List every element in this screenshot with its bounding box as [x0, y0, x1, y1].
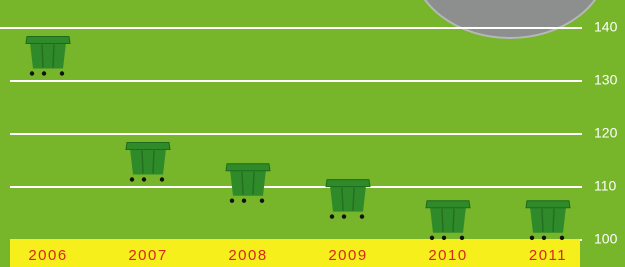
bin-body — [330, 186, 366, 212]
bin-body — [230, 170, 266, 196]
bin-wheel — [430, 236, 434, 240]
bin-wheel — [460, 236, 464, 240]
bin-lid — [426, 201, 470, 208]
y-tick-label: 130 — [594, 72, 618, 88]
bin-wheel — [442, 236, 446, 240]
bin-rib — [353, 188, 354, 211]
x-tick-label: 2008 — [228, 247, 267, 264]
bin-wheel — [42, 71, 46, 75]
bin-rib — [442, 209, 443, 232]
x-tick-label: 2011 — [529, 247, 567, 264]
bin-wheel — [542, 236, 546, 240]
bin-wheel — [60, 71, 64, 75]
bin-wheel — [242, 199, 246, 203]
bin-rib — [553, 209, 554, 232]
bin-rib — [253, 172, 254, 195]
y-tick-label: 100 — [594, 231, 618, 247]
bin-wheel — [142, 177, 146, 181]
chart: 100 110 120 130 140 2006 2007 2008 2009 2010 2011 — [0, 0, 625, 267]
y-tick-label: 110 — [594, 178, 617, 194]
bin-lid — [326, 180, 370, 187]
x-tick-label: 2006 — [28, 247, 67, 264]
bin-wheel — [342, 214, 346, 218]
bin-body — [30, 43, 66, 69]
bin-lid — [26, 37, 70, 44]
x-tick-label: 2010 — [428, 247, 467, 264]
bin-rib — [53, 45, 54, 68]
bin-wheel — [260, 199, 264, 203]
bin-body — [130, 149, 166, 175]
bin-rib — [242, 172, 243, 195]
bin-body — [530, 207, 566, 233]
bin-wheel — [330, 214, 334, 218]
x-tick-label: 2009 — [328, 247, 367, 264]
bin-wheel — [530, 236, 534, 240]
bin-wheel — [160, 177, 164, 181]
bin-wheel — [560, 236, 564, 240]
bin-lid — [226, 164, 270, 171]
bin-rib — [153, 151, 154, 174]
bin-wheel — [360, 214, 364, 218]
bin-rib — [42, 45, 43, 68]
bin-lid — [526, 201, 570, 208]
bin-rib — [142, 151, 143, 174]
y-tick-label: 120 — [594, 125, 618, 141]
bin-rib — [342, 188, 343, 211]
y-tick-label: 140 — [594, 19, 618, 35]
bin-rib — [453, 209, 454, 232]
bin-lid — [126, 143, 170, 150]
x-tick-label: 2007 — [128, 247, 167, 264]
bin-body — [430, 207, 466, 233]
bin-wheel — [30, 71, 34, 75]
bin-wheel — [230, 199, 234, 203]
bin-wheel — [130, 177, 134, 181]
category-band — [10, 239, 580, 267]
bin-rib — [542, 209, 543, 232]
